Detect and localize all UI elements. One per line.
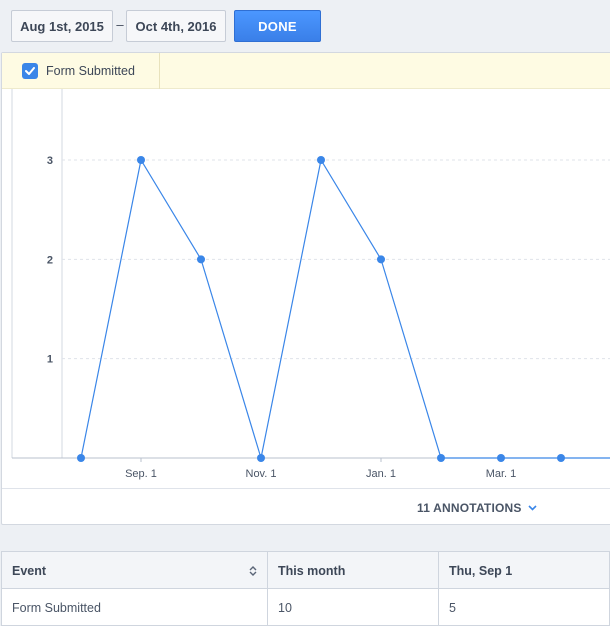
annotations-label: 11 ANNOTATIONS [417, 501, 522, 515]
table-header-row: Event This month Thu, Sep 1 [2, 552, 610, 589]
legend-bar: Form Submitted [2, 53, 610, 89]
data-point [317, 156, 325, 164]
column-header-event[interactable]: Event [2, 552, 267, 589]
y-tick-label: 1 [47, 354, 53, 366]
date-range-separator: – [116, 17, 124, 32]
chart-panel: Form Submitted 1 2 3 Sep. 1 Nov. 1 Jan. 1 Mar.… [1, 52, 610, 525]
table-cell-thu-sep-1: 5 [438, 589, 609, 626]
x-tick-label: Nov. 1 [246, 468, 277, 480]
end-date-button[interactable]: Oct 4th, 2016 [126, 10, 226, 42]
data-point [557, 454, 565, 462]
x-tick-label: Sep. 1 [125, 468, 157, 480]
data-point [377, 255, 385, 264]
table-cell-this-month: 10 [267, 589, 438, 626]
y-tick-label: 2 [47, 254, 53, 266]
legend-item-label: Form Submitted [46, 64, 135, 78]
x-tick-label: Jan. 1 [366, 468, 396, 480]
column-header-label: Event [12, 563, 47, 578]
checkbox-checked-icon[interactable] [22, 63, 38, 79]
data-point [77, 454, 85, 462]
column-header-this-month[interactable]: This month [267, 552, 438, 589]
data-point [437, 454, 445, 462]
data-point [497, 454, 505, 462]
table-cell-event: Form Submitted [12, 600, 101, 615]
legend-item-form-submitted[interactable]: Form Submitted [12, 53, 160, 89]
column-header-thu-sep-1[interactable]: Thu, Sep 1 [438, 552, 609, 589]
y-tick-label: 3 [47, 155, 53, 167]
start-date-button[interactable]: Aug 1st, 2015 [11, 10, 113, 42]
annotations-bar: 11 ANNOTATIONS [2, 488, 610, 524]
x-tick-label: Mar. 1 [486, 468, 517, 480]
data-point [197, 255, 205, 264]
chevron-down-icon [528, 503, 537, 514]
data-point [137, 156, 145, 164]
events-table: Event This month Thu, Sep 1 Form Submitt… [1, 551, 610, 626]
sort-icon[interactable] [249, 565, 257, 577]
annotations-toggle[interactable]: 11 ANNOTATIONS [417, 501, 537, 515]
series-line [80, 158, 610, 459]
done-button[interactable]: DONE [234, 10, 321, 42]
data-point [257, 454, 265, 462]
